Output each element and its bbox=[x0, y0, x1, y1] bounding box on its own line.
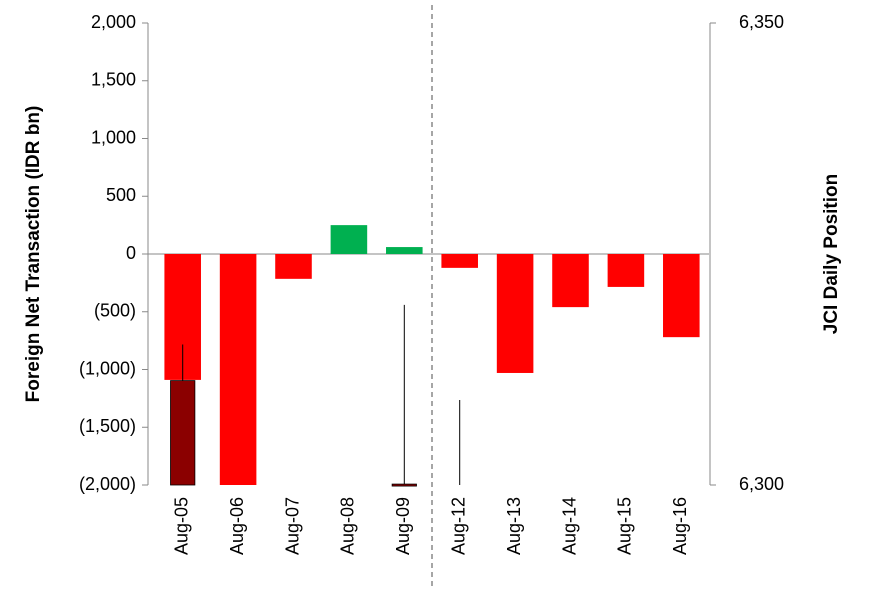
y-tick-label: 2,000 bbox=[91, 12, 136, 32]
y-axis-title: Foreign Net Transaction (IDR bn) bbox=[23, 106, 44, 403]
bar bbox=[607, 254, 645, 287]
y2-tick-label: 6,300 bbox=[739, 474, 784, 494]
candle-body bbox=[170, 380, 196, 486]
y-tick-label: (500) bbox=[94, 301, 136, 321]
bar bbox=[219, 254, 257, 485]
y-tick-label: (1,500) bbox=[79, 416, 136, 436]
x-tick-label: Aug-06 bbox=[227, 497, 247, 555]
x-tick-label: Aug-12 bbox=[448, 497, 468, 555]
y2-axis-title: JCI Daily Position bbox=[821, 174, 842, 334]
y2-tick-label: 6,350 bbox=[739, 12, 784, 32]
y-tick-label: 0 bbox=[126, 243, 136, 263]
x-tick-label: Aug-07 bbox=[282, 497, 302, 555]
x-tick-label: Aug-15 bbox=[615, 497, 635, 555]
y-tick-label: 1,500 bbox=[91, 70, 136, 90]
y-tick-label: 1,000 bbox=[91, 127, 136, 147]
y-tick-label: (2,000) bbox=[79, 474, 136, 494]
y-tick-label: (1,000) bbox=[79, 358, 136, 378]
bar bbox=[663, 254, 700, 338]
bar bbox=[441, 254, 478, 268]
bar bbox=[496, 254, 534, 373]
x-tick-label: Aug-09 bbox=[393, 497, 413, 555]
y-tick-label: 500 bbox=[106, 185, 136, 205]
bar bbox=[275, 254, 312, 279]
x-tick-label: Aug-13 bbox=[504, 497, 524, 555]
x-tick-label: Aug-14 bbox=[559, 497, 579, 555]
x-tick-label: Aug-05 bbox=[171, 497, 191, 555]
bar bbox=[330, 225, 368, 254]
x-tick-label: Aug-16 bbox=[670, 497, 690, 555]
x-tick-label: Aug-08 bbox=[338, 497, 358, 555]
bar bbox=[386, 247, 423, 254]
candle-body bbox=[391, 483, 417, 487]
bar bbox=[552, 254, 589, 308]
